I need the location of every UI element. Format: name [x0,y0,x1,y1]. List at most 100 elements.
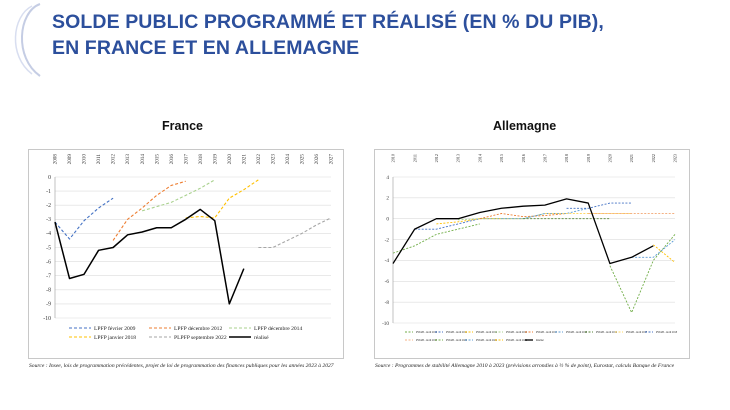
france-x-tick-label: 2019 [212,154,218,165]
allemagne-x-tick-label: 2018 [564,154,569,162]
allemagne-series-6 [501,207,589,220]
allemagne-chart-frame: 4 2 0 -2 -4 -6 -8 -10 2010 2011 2012 2013 2014 2015 20… [374,149,690,359]
france-legend-label: LPFP décembre 2014 [254,326,302,332]
france-series-6 [54,208,245,305]
allemagne-series-1 [392,223,480,254]
allemagne-y-tick-label: -6 [385,279,390,285]
france-x-tick-label: 2014 [140,154,146,165]
decorative-arcs [14,3,41,77]
france-heading: France [162,119,203,133]
allemagne-legend-label: PSTAB - Avril 2014 [536,331,558,334]
france-y-tick-label: -2 [46,203,51,209]
france-y-tick-label: -5 [46,245,51,251]
allemagne-y-tick-label: 2 [386,196,389,202]
allemagne-series-12 [631,239,676,258]
allemagne-legend-label: PSTAB - Avril 2017 [626,331,648,334]
france-y-tick-label: -6 [46,259,51,265]
france-y-tick-label: -10 [43,316,51,322]
france-chart: 0 -1 -2 -3 -4 -5 -6 -7 -8 -9 -10 2008 2009 2010 2011 20… [43,154,335,341]
france-x-tick-label: 2009 [67,154,73,165]
france-x-tick-label: 2022 [256,154,262,165]
allemagne-series-5 [479,213,567,220]
france-x-tick-label: 2027 [329,154,335,165]
france-legend-label: LPFP décembre 2012 [174,326,222,332]
allemagne-x-tick-label: 2012 [434,154,439,162]
allemagne-legend-label: PSTAB - Avril 2022 [506,339,528,342]
france-series-5 [258,217,332,249]
allemagne-legend-label: PSTAB - Avril 2013 [506,331,528,334]
france-series-1 [54,197,114,240]
allemagne-legend-label: PSTAB - Avril 2011 [446,331,468,334]
france-y-tick-label: 0 [48,175,51,181]
france-y-tick-label: -9 [46,302,51,308]
allemagne-legend-label: PSTAB - Avril 2012 [476,331,498,334]
france-x-tick-label: 2026 [314,154,320,165]
france-legend-label: LPFP janvier 2018 [94,335,136,341]
allemagne-chart: 4 2 0 -2 -4 -6 -8 -10 2010 2011 2012 2013 2014 2015 20… [382,153,678,342]
allemagne-series-13 [653,244,676,263]
allemagne-x-tick-label: 2022 [651,154,656,162]
allemagne-x-tick-label: 2016 [521,154,526,162]
allemagne-x-tick-label: 2023 [673,154,678,162]
france-x-tick-label: 2013 [125,154,131,165]
allemagne-series-2 [414,218,502,230]
france-x-tick-label: 2021 [241,154,247,165]
allemagne-legend-label: PSTAB - Avril 2018 [656,331,678,334]
france-x-tick-label: 2008 [53,154,59,165]
allemagne-legend-label: PSTAB - Avril 2020 [446,339,468,342]
france-x-tick-label: 2012 [111,154,117,165]
allemagne-heading: Allemagne [493,119,557,133]
allemagne-x-tick-label: 2015 [499,154,504,162]
allemagne-series-3 [436,218,524,225]
france-x-tick-label: 2011 [96,154,102,165]
allemagne-y-tick-label: -10 [382,321,389,327]
france-y-tick-label: -4 [46,231,51,237]
allemagne-x-tick-label: 2011 [412,154,417,162]
allemagne-y-tick-label: -2 [385,237,390,243]
allemagne-series-4 [458,213,545,221]
france-x-tick-label: 2023 [270,154,276,165]
allemagne-x-tick-label: 2019 [586,154,591,162]
france-chart-frame: 0 -1 -2 -3 -4 -5 -6 -7 -8 -9 -10 2008 2009 2010 2011 20… [28,149,344,359]
page-title-line-2: EN FRANCE ET EN ALLEMAGNE [52,37,360,59]
france-x-tick-label: 2018 [198,154,204,165]
allemagne-legend-label: PSTAB - Avril 2015 [566,331,588,334]
france-series-3 [142,179,216,212]
allemagne-legend-label: Réalisé [536,339,544,342]
allemagne-x-tick-label: 2013 [456,154,461,162]
allemagne-series-9 [566,202,632,209]
allemagne-legend-label: PSTAB - Avril 2021 [476,339,498,342]
france-y-tick-label: -7 [46,274,51,280]
allemagne-y-tick-label: -8 [385,300,390,306]
allemagne-y-tick-label: 0 [386,217,389,223]
allemagne-y-tick-label: -4 [385,258,390,264]
france-legend-label: LPFP février 2009 [94,325,136,332]
france-x-tick-label: 2020 [227,154,233,165]
france-y-tick-label: -8 [46,288,51,294]
france-x-tick-label: 2015 [154,154,160,165]
france-series-2 [112,180,186,241]
allemagne-y-tick-label: 4 [386,175,389,181]
france-series-4 [185,179,259,219]
france-legend-label: PLPFP septembre 2022 [174,335,227,341]
allemagne-legend-label: PSTAB - Avril 2019 [416,339,438,342]
france-source: Source : Insee, lois de programmation pr… [29,363,334,369]
france-x-tick-label: 2025 [300,154,306,165]
allemagne-source: Source : Programmes de stabilité Allemag… [375,363,675,369]
allemagne-x-tick-label: 2017 [542,154,547,162]
allemagne-series-14 [392,198,654,265]
allemagne-legend-label: PSTAB - Avril 2010 [416,331,438,334]
allemagne-x-tick-label: 2010 [391,154,396,162]
page-title: SOLDE PUBLIC PROGRAMMÉ ET RÉALISÉ (EN % … [52,9,712,61]
allemagne-x-tick-label: 2014 [477,153,482,162]
france-x-tick-label: 2017 [183,154,189,165]
france-x-tick-label: 2010 [82,154,88,165]
france-y-tick-label: -3 [46,217,51,223]
france-x-tick-label: 2024 [285,154,291,165]
allemagne-series-11 [609,234,676,314]
allemagne-legend-label: PSTAB - Avril 2016 [596,331,618,334]
france-y-tick-label: -1 [46,189,51,195]
allemagne-x-tick-label: 2020 [608,154,613,162]
france-legend-label: réalisé [254,335,269,341]
france-x-tick-label: 2016 [169,154,175,165]
